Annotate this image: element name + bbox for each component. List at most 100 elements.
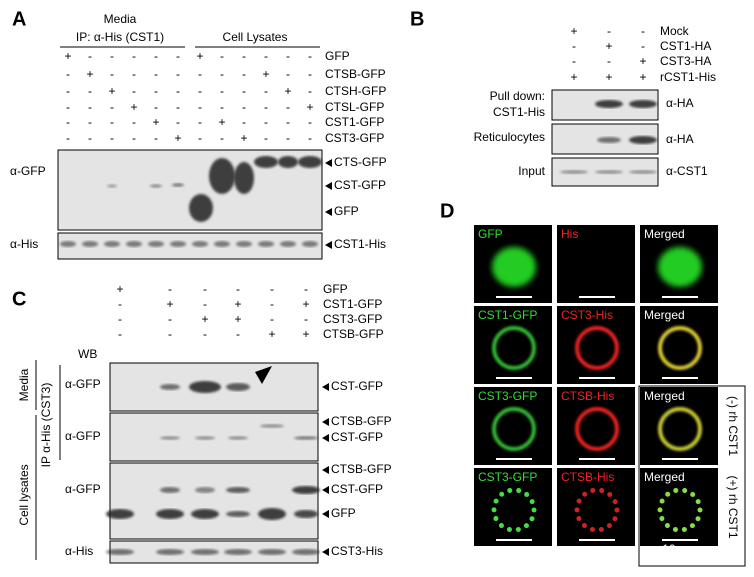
band bbox=[148, 241, 164, 247]
label: IP α-His (CST3) bbox=[39, 383, 53, 468]
sign: + bbox=[64, 49, 71, 63]
micrograph bbox=[640, 468, 718, 546]
sign: - bbox=[198, 115, 202, 129]
sign: - bbox=[203, 297, 207, 311]
sign: - bbox=[242, 115, 246, 129]
micrograph bbox=[474, 387, 552, 465]
label: A bbox=[12, 8, 26, 30]
sign: + bbox=[201, 312, 208, 326]
band bbox=[280, 241, 296, 247]
micrograph bbox=[557, 306, 635, 384]
sign: - bbox=[304, 312, 308, 326]
band-label: CST-GFP bbox=[331, 482, 383, 496]
row-label: CTSB-GFP bbox=[325, 67, 386, 81]
sign: - bbox=[110, 67, 114, 81]
band bbox=[106, 549, 134, 555]
cell bbox=[658, 407, 702, 451]
label: B bbox=[410, 8, 424, 30]
label: Input bbox=[518, 164, 545, 178]
band bbox=[189, 194, 213, 222]
cell bbox=[491, 507, 497, 513]
cell bbox=[690, 492, 696, 498]
sign: - bbox=[66, 100, 70, 114]
band bbox=[595, 170, 623, 174]
channel-label: CTSB-His bbox=[561, 389, 614, 403]
band bbox=[160, 384, 180, 390]
arrow bbox=[322, 510, 329, 518]
sign: - bbox=[176, 100, 180, 114]
band bbox=[629, 100, 657, 108]
band bbox=[302, 241, 318, 247]
sign: + bbox=[166, 297, 173, 311]
channel-label: CTSB-His bbox=[561, 470, 614, 484]
sign: + bbox=[639, 54, 646, 68]
sign: - bbox=[88, 131, 92, 145]
band bbox=[82, 241, 98, 247]
sign: - bbox=[66, 115, 70, 129]
band bbox=[191, 509, 219, 519]
sign: + bbox=[152, 115, 159, 129]
sign: + bbox=[174, 131, 181, 145]
band bbox=[156, 549, 184, 555]
cell bbox=[658, 247, 702, 287]
cell bbox=[507, 487, 513, 493]
band-label: GFP bbox=[331, 506, 356, 520]
sign: - bbox=[110, 100, 114, 114]
label: CST1-His bbox=[493, 105, 545, 119]
sign: + bbox=[116, 282, 123, 296]
sign: - bbox=[242, 49, 246, 63]
sign: + bbox=[268, 327, 275, 341]
label: 10 μm bbox=[662, 542, 696, 556]
cell bbox=[575, 407, 619, 451]
channel-label: CST3-His bbox=[561, 308, 613, 322]
arrow bbox=[322, 418, 329, 426]
channel-label: Merged bbox=[644, 308, 685, 322]
cell bbox=[697, 507, 703, 513]
cell bbox=[581, 523, 587, 529]
label: Pull down: bbox=[490, 89, 545, 103]
channel-label: Merged bbox=[644, 470, 685, 484]
label: IP: α-His (CST1) bbox=[76, 30, 164, 44]
sign: - bbox=[118, 297, 122, 311]
cell bbox=[664, 523, 670, 529]
cell bbox=[682, 488, 688, 494]
label: WB bbox=[78, 347, 97, 361]
band bbox=[228, 436, 248, 440]
cell bbox=[492, 247, 536, 287]
micrograph bbox=[557, 387, 635, 465]
sign: - bbox=[308, 115, 312, 129]
arrow bbox=[325, 182, 332, 190]
band-label: CST-GFP bbox=[331, 430, 383, 444]
cell bbox=[589, 526, 595, 532]
blot bbox=[109, 462, 319, 540]
cell bbox=[659, 516, 665, 522]
band bbox=[294, 436, 318, 440]
sign: - bbox=[66, 67, 70, 81]
frame bbox=[638, 385, 746, 567]
cell bbox=[695, 516, 701, 522]
sign: - bbox=[118, 327, 122, 341]
cell bbox=[657, 507, 663, 513]
sign: - bbox=[154, 84, 158, 98]
band bbox=[214, 241, 230, 247]
band-label: CTSB-GFP bbox=[331, 462, 392, 476]
band bbox=[192, 241, 208, 247]
cell bbox=[499, 491, 505, 497]
cell bbox=[672, 526, 678, 532]
band bbox=[258, 508, 286, 520]
channel-label: CST1-GFP bbox=[478, 308, 537, 322]
band bbox=[294, 510, 318, 518]
band-label: CST-GFP bbox=[331, 379, 383, 393]
label: α-GFP bbox=[65, 482, 101, 496]
band bbox=[150, 184, 162, 188]
micrograph bbox=[557, 225, 635, 303]
sign: - bbox=[264, 131, 268, 145]
band-label: GFP bbox=[334, 204, 359, 218]
sign: - bbox=[607, 54, 611, 68]
cell bbox=[673, 487, 679, 493]
sign: + bbox=[234, 312, 241, 326]
channel-label: GFP bbox=[478, 227, 503, 241]
band bbox=[156, 509, 184, 519]
sign: - bbox=[198, 131, 202, 145]
cell bbox=[658, 326, 702, 370]
